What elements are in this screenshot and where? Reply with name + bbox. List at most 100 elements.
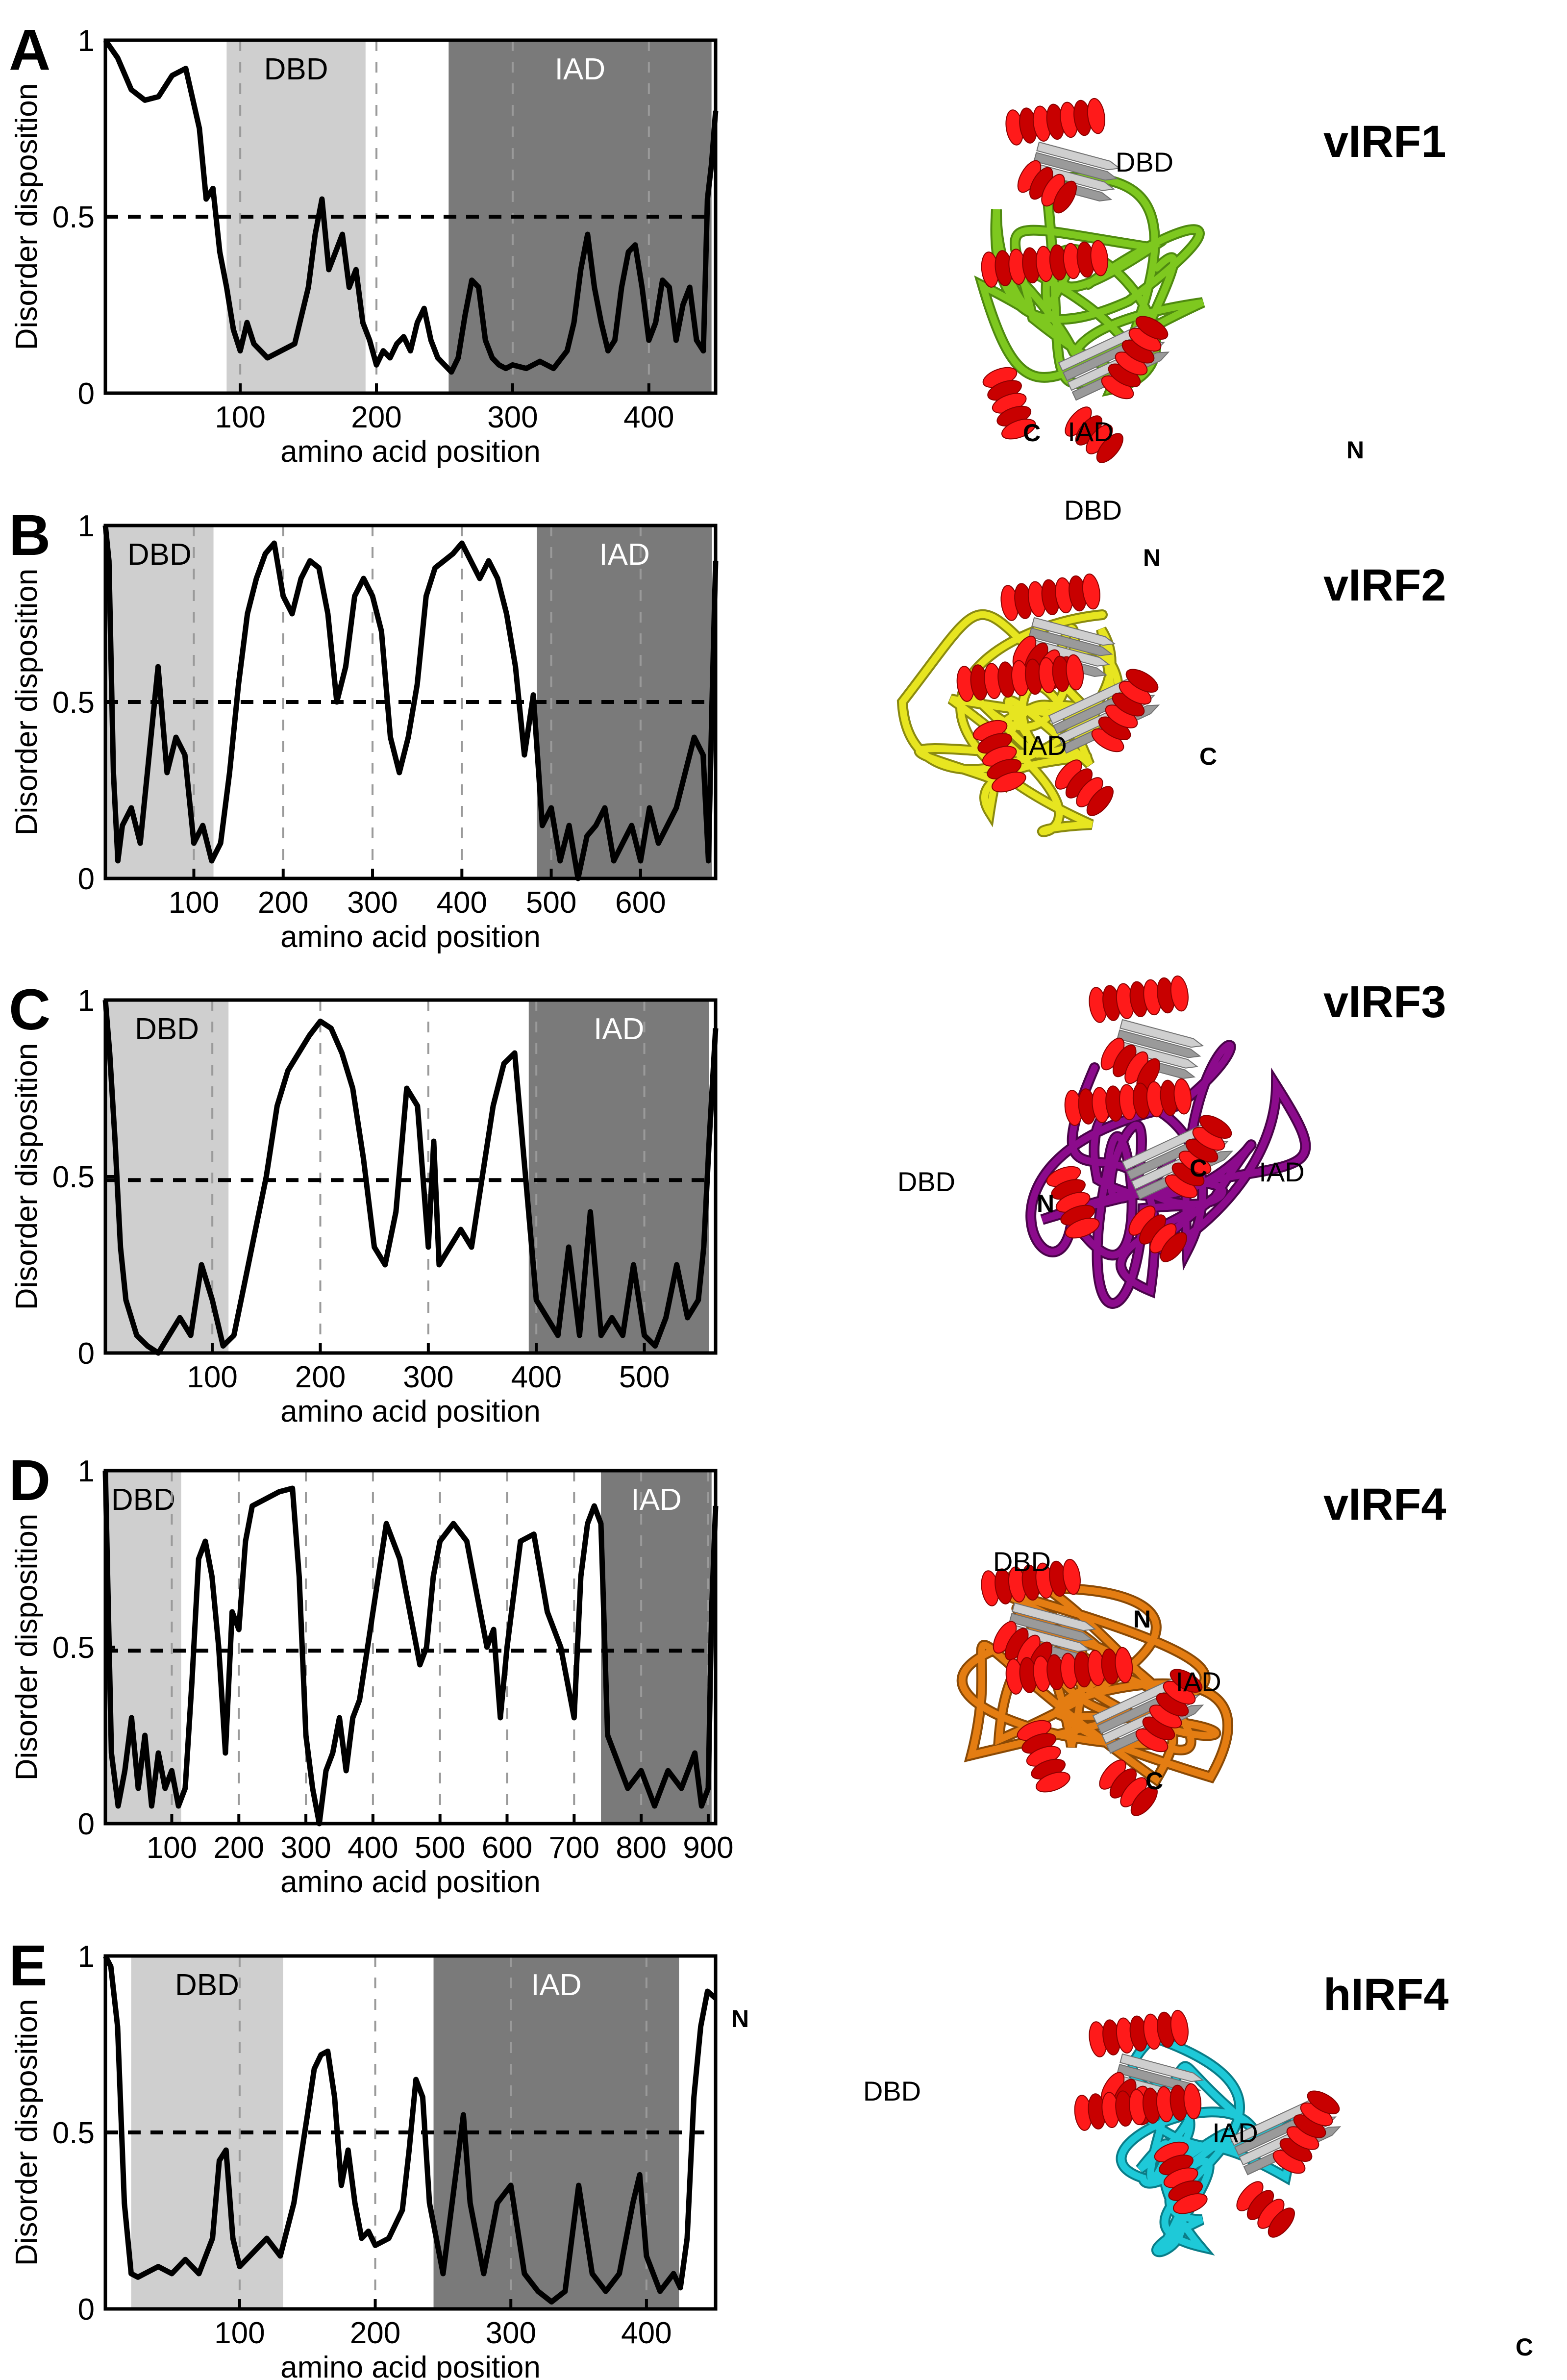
y-axis-label: Disorder disposition <box>10 1043 44 1310</box>
helix <box>1005 98 1105 146</box>
helix <box>1236 2181 1295 2238</box>
structure-label: IAD <box>1259 1156 1304 1187</box>
region-dbd-label: DBD <box>175 1968 239 2002</box>
coil-chain <box>1027 1042 1309 1307</box>
protein-structure-illustration <box>974 98 1205 463</box>
x-tick-label: 300 <box>486 2316 536 2350</box>
x-tick-label: 400 <box>623 401 674 434</box>
helix-turn <box>1001 419 1036 440</box>
y-tick-label: 0.5 <box>52 2116 95 2150</box>
region-dbd-label: DBD <box>135 1012 199 1046</box>
chart-panel-c: DBD IAD 0 0.5 1 100 200 300 400 500 amino acid pos… <box>9 975 1446 1428</box>
panel-letter: A <box>9 18 50 82</box>
x-tick-label: 100 <box>215 401 265 434</box>
helix-turn <box>1199 1115 1232 1139</box>
x-axis-label: amino acid position <box>280 1865 541 1899</box>
chart-panel-e: DBD IAD 0 0.5 1 100 200 300 400 amino acid positi… <box>9 1933 1533 2380</box>
x-tick-label: 800 <box>616 1831 666 1865</box>
chart-panel-a: DBD IAD 0 0.5 1 100 200 300 400 amino acid positi… <box>9 18 1446 469</box>
structure-label: IAD <box>1021 730 1067 761</box>
x-tick-label: 300 <box>403 1360 453 1394</box>
y-axis-label: Disorder disposition <box>10 1999 44 2266</box>
helix-turn <box>1172 2193 1208 2214</box>
helix <box>1091 669 1159 752</box>
helix-turn <box>1135 316 1169 340</box>
disorder-series-line <box>102 1470 719 1827</box>
disorder-series-line <box>103 1954 718 2305</box>
structure-label: N <box>1133 1605 1151 1633</box>
y-axis-label: Disorder disposition <box>10 83 44 350</box>
beta-strand <box>1033 152 1118 181</box>
x-tick-label: 700 <box>549 1831 599 1865</box>
x-axis-label: amino acid position <box>280 2351 541 2380</box>
region-iad-label: IAD <box>555 52 605 86</box>
region-dbd-label: DBD <box>111 1483 175 1517</box>
helix <box>981 1558 1081 1606</box>
y-tick-label: 1 <box>78 984 95 1018</box>
structure-label: DBD <box>993 1546 1051 1577</box>
helix-turn <box>1183 2083 1202 2120</box>
protein-structure-illustration <box>896 573 1160 837</box>
helix <box>1101 316 1169 400</box>
helix-turn <box>1160 1232 1187 1262</box>
helix-turn <box>1307 2090 1340 2115</box>
beta-strand <box>1012 1602 1096 1631</box>
y-tick-label: 1 <box>78 509 95 543</box>
region-iad-label: IAD <box>631 1483 681 1517</box>
panel-letter: D <box>9 1448 50 1513</box>
helix-turn <box>1096 433 1123 463</box>
y-tick-label: 0.5 <box>52 686 95 720</box>
helix <box>981 240 1109 288</box>
chart-panel-b: DBD IAD 0 0.5 1 100 200 300 400 500 600 amino acid … <box>9 495 1446 954</box>
helix <box>1089 975 1189 1023</box>
y-tick-label: 0.5 <box>52 1631 95 1665</box>
region-iad-label: IAD <box>531 1968 581 2002</box>
helix-turn <box>1082 573 1100 610</box>
helix <box>1064 1078 1192 1126</box>
x-tick-label: 100 <box>169 886 219 920</box>
helix <box>1100 1037 1161 1091</box>
beta-strand <box>1036 141 1121 171</box>
y-tick-label: 1 <box>78 24 95 58</box>
chart-panel-d: DBD IAD 0 0.5 1 100 200 300 400 500 600 700 800 900 am… <box>9 1448 1446 1899</box>
panel-letter: C <box>9 977 50 1042</box>
y-tick-label: 0.5 <box>52 1160 95 1194</box>
region-dbd-label: DBD <box>264 52 328 86</box>
x-axis-label: amino acid position <box>280 1395 541 1428</box>
structure-label: N <box>1346 436 1364 464</box>
y-tick-label: 0 <box>78 862 95 896</box>
helix-turn <box>1169 1669 1203 1693</box>
coil-chain <box>1118 2033 1298 2255</box>
y-tick-label: 0 <box>78 1807 95 1841</box>
helix <box>1000 573 1100 621</box>
helix <box>1065 406 1123 463</box>
helix <box>1005 1647 1133 1695</box>
structure-label: N <box>1143 544 1161 572</box>
panel-letter: E <box>9 1933 48 1998</box>
helix <box>1272 2090 1340 2174</box>
x-tick-label: 200 <box>295 1360 346 1394</box>
structure-label: IAD <box>1068 416 1113 447</box>
protein-name: vIRF1 <box>1323 117 1446 167</box>
y-tick-label: 1 <box>78 1454 95 1488</box>
protein-name: vIRF2 <box>1323 560 1446 610</box>
x-tick-label: 500 <box>526 886 576 920</box>
x-tick-label: 300 <box>280 1831 331 1865</box>
helix-turn <box>1173 1078 1192 1115</box>
x-tick-label: 400 <box>511 1360 561 1394</box>
panel-letter: B <box>9 503 50 568</box>
y-tick-label: 0 <box>78 377 95 411</box>
structure-label: IAD <box>1212 2117 1258 2148</box>
helix <box>1055 759 1114 816</box>
x-tick-label: 100 <box>214 2316 265 2350</box>
helix-turn <box>1066 654 1084 691</box>
structure-label: DBD <box>1064 495 1122 526</box>
helix <box>1099 1759 1158 1816</box>
beta-strand <box>1119 1019 1204 1048</box>
y-tick-label: 0 <box>78 1337 95 1371</box>
x-tick-label: 400 <box>437 886 487 920</box>
helix <box>1135 1669 1203 1753</box>
x-tick-label: 900 <box>683 1831 733 1865</box>
helix-turn <box>1053 180 1077 214</box>
